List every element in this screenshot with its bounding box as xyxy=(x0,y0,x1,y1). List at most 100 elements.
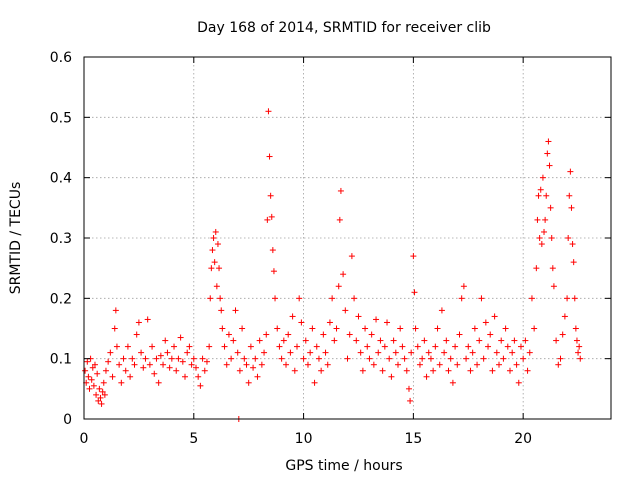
data-point xyxy=(261,349,268,356)
data-point xyxy=(272,295,279,302)
data-point xyxy=(280,337,287,344)
data-point xyxy=(401,355,408,362)
data-point xyxy=(438,307,445,314)
data-point xyxy=(211,259,218,266)
x-tick-label: 20 xyxy=(514,431,532,447)
data-point xyxy=(223,361,230,368)
data-point xyxy=(447,355,454,362)
data-point xyxy=(528,295,535,302)
data-point xyxy=(493,349,500,356)
data-point xyxy=(364,343,371,350)
chart-title: Day 168 of 2014, SRMTID for receiver cli… xyxy=(197,20,491,36)
data-point xyxy=(548,235,555,241)
data-point xyxy=(300,355,307,362)
data-point xyxy=(549,265,556,272)
data-point xyxy=(138,349,145,356)
data-point xyxy=(274,325,281,332)
y-axis-label: SRMTID / TECUs xyxy=(8,182,24,295)
data-point xyxy=(513,361,520,368)
data-point xyxy=(164,349,171,356)
data-point xyxy=(337,187,344,194)
data-point xyxy=(302,337,309,344)
data-point xyxy=(250,364,257,371)
data-point xyxy=(557,355,564,362)
data-point xyxy=(419,355,426,362)
data-point xyxy=(390,337,397,344)
data-point xyxy=(572,325,579,332)
data-point xyxy=(144,316,151,323)
data-point xyxy=(565,235,572,241)
data-point xyxy=(564,295,571,302)
data-point xyxy=(311,379,318,386)
axis-ticks xyxy=(83,56,611,420)
y-tick-label: 0.4 xyxy=(50,171,72,187)
data-point xyxy=(544,150,551,157)
data-point xyxy=(252,355,259,362)
data-point xyxy=(236,367,243,374)
data-point xyxy=(386,355,393,362)
data-point xyxy=(373,316,380,323)
data-point xyxy=(304,361,311,368)
data-point xyxy=(179,358,186,365)
data-point xyxy=(184,349,191,356)
data-point xyxy=(131,361,138,368)
data-point xyxy=(151,370,158,377)
data-point xyxy=(309,325,316,332)
data-point xyxy=(208,265,215,272)
data-point xyxy=(285,331,292,338)
data-point xyxy=(120,355,127,362)
data-point xyxy=(471,325,478,332)
data-point xyxy=(177,334,184,341)
data-point xyxy=(155,379,162,386)
data-point xyxy=(97,394,104,401)
data-point xyxy=(112,307,119,314)
data-point xyxy=(500,355,507,362)
data-point xyxy=(91,361,98,368)
data-point xyxy=(449,379,456,386)
data-point xyxy=(392,349,399,356)
data-point xyxy=(480,355,487,362)
data-point xyxy=(454,361,461,368)
data-point xyxy=(482,319,489,326)
data-point xyxy=(489,367,496,374)
data-point xyxy=(243,361,250,368)
data-point xyxy=(289,313,296,320)
data-point xyxy=(408,349,415,356)
data-point xyxy=(296,295,303,302)
data-point xyxy=(411,289,418,296)
data-point xyxy=(541,228,548,235)
data-point xyxy=(575,349,582,356)
data-point xyxy=(559,331,566,338)
data-point xyxy=(85,373,92,380)
data-point xyxy=(522,337,529,344)
data-point xyxy=(403,367,410,374)
data-point xyxy=(485,343,492,350)
data-point xyxy=(124,343,131,350)
data-point xyxy=(90,382,97,389)
data-point xyxy=(98,400,105,407)
data-point xyxy=(218,307,225,314)
data-point xyxy=(434,325,441,332)
data-point xyxy=(421,337,428,344)
data-point xyxy=(264,216,271,223)
x-tick-label: 15 xyxy=(404,431,422,447)
data-point xyxy=(340,271,347,278)
data-point xyxy=(95,397,102,404)
data-point xyxy=(258,361,265,368)
data-point xyxy=(526,349,533,356)
data-point xyxy=(537,186,544,193)
data-point xyxy=(397,325,404,332)
data-point xyxy=(463,355,470,362)
data-point xyxy=(443,337,450,344)
data-point xyxy=(331,337,338,344)
data-point xyxy=(542,216,549,223)
data-point xyxy=(160,361,167,368)
data-point xyxy=(566,192,573,199)
data-point xyxy=(324,361,331,368)
data-point xyxy=(232,307,239,314)
data-point xyxy=(269,247,276,254)
data-point xyxy=(168,355,175,362)
data-point xyxy=(568,204,575,211)
data-point xyxy=(555,361,562,368)
data-point xyxy=(368,331,375,338)
